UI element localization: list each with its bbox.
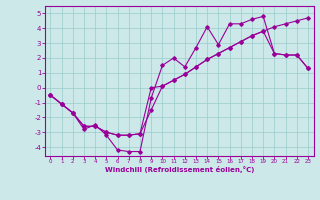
X-axis label: Windchill (Refroidissement éolien,°C): Windchill (Refroidissement éolien,°C) — [105, 166, 254, 173]
